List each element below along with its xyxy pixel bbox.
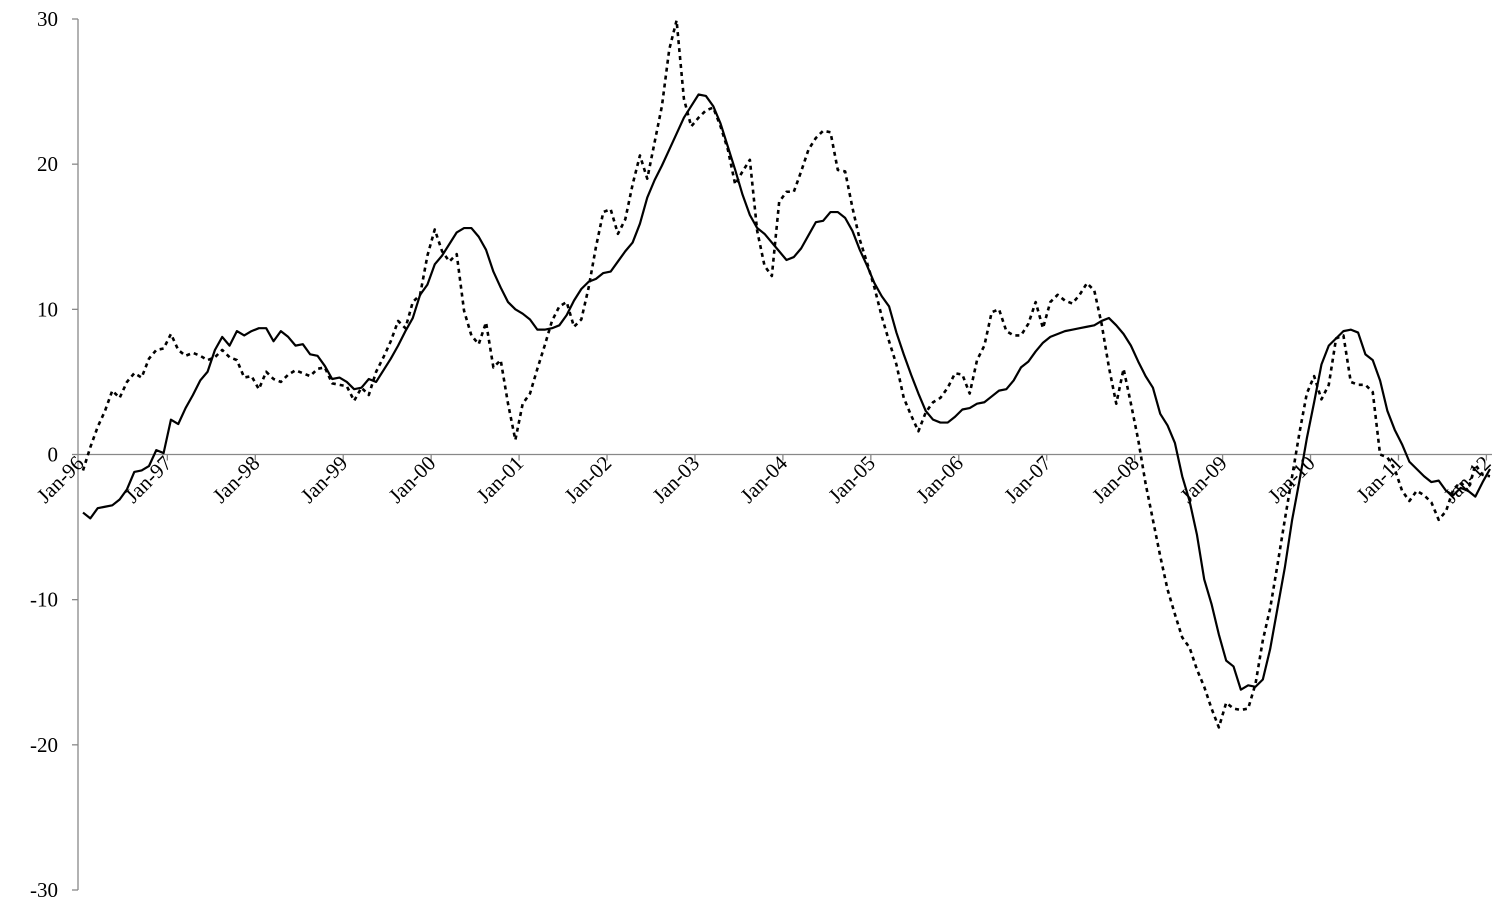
x-tick-label: Jan-96	[32, 451, 89, 508]
x-tick-label: Jan-10	[1263, 451, 1320, 508]
x-tick-label: Jan-98	[208, 451, 265, 508]
y-tick-label: -20	[30, 733, 58, 757]
y-tick-label: -30	[30, 878, 58, 902]
series-line	[81, 19, 1491, 729]
y-tick-label: 30	[37, 7, 58, 31]
x-tick-label: Jan-07	[999, 451, 1056, 508]
x-tick-label: Jan-05	[823, 451, 880, 508]
x-tick-label: Jan-01	[472, 451, 529, 508]
x-tick-label: Jan-04	[735, 451, 792, 508]
y-tick-label: 10	[37, 297, 58, 321]
y-tick-label: -10	[30, 588, 58, 612]
x-tick-label: Jan-03	[648, 451, 705, 508]
x-tick-label: Jan-00	[384, 451, 441, 508]
y-tick-label: 0	[48, 443, 59, 467]
x-tick-label: Jan-99	[296, 451, 353, 508]
series-line	[82, 93, 1491, 691]
x-tick-label: Jan-12	[1439, 451, 1496, 508]
x-tick-label: Jan-97	[120, 451, 177, 508]
x-tick-label: Jan-02	[560, 451, 617, 508]
x-tick-label: Jan-08	[1087, 451, 1144, 508]
y-tick-label: 20	[37, 152, 58, 176]
x-tick-label: Jan-06	[911, 451, 968, 508]
